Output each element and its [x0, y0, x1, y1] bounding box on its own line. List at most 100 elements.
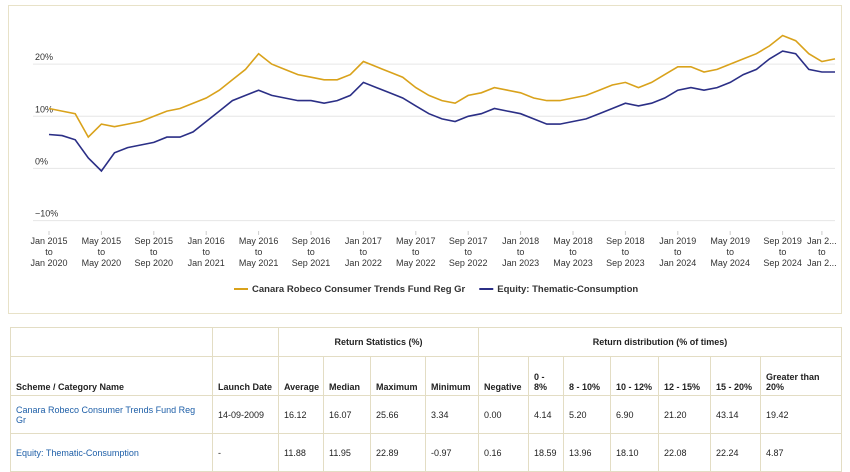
x-tick-label: to	[517, 247, 525, 257]
x-tick-label: to	[255, 247, 263, 257]
table-cell: -	[212, 433, 279, 472]
x-tick-label: May 2021	[239, 258, 279, 268]
table-cell: 43.14	[710, 395, 762, 434]
column-header: Median	[323, 356, 371, 396]
table-cell: 16.12	[278, 395, 324, 434]
table-cell: Equity: Thematic-Consumption	[10, 433, 213, 472]
table-cell: 21.20	[658, 395, 712, 434]
y-tick-label: 10%	[35, 104, 53, 114]
x-tick-label: Sep 2023	[606, 258, 645, 268]
table-cell: 11.95	[323, 433, 371, 472]
series-line	[48, 34, 836, 139]
x-tick-label: to	[307, 247, 315, 257]
x-tick-label: Sep 2018	[606, 236, 645, 246]
x-tick-label: to	[45, 247, 53, 257]
column-header: 15 - 20%	[710, 356, 762, 396]
table-cell: 22.24	[710, 433, 762, 472]
x-tick-label: May 2019	[710, 236, 750, 246]
x-tick-label: Sep 2017	[449, 236, 488, 246]
table-cell: 4.14	[528, 395, 565, 434]
column-header: 10 - 12%	[610, 356, 660, 396]
x-tick-label: Sep 2019	[763, 236, 802, 246]
table-cell: 25.66	[370, 395, 426, 434]
x-tick-label: to	[98, 247, 106, 257]
table-row: Equity: Thematic-Consumption -11.88 11.95 2…	[10, 433, 842, 472]
table-cell: 0.16	[478, 433, 530, 472]
x-tick-label: Sep 2024	[763, 258, 802, 268]
x-tick-label: May 2017	[396, 236, 436, 246]
x-tick-label: Jan 2023	[502, 258, 539, 268]
table-cell: 11.88	[278, 433, 324, 472]
y-tick-label: 20%	[35, 52, 53, 62]
table-cell: 13.96	[563, 433, 612, 472]
x-tick-label: May 2024	[710, 258, 750, 268]
column-header: Minimum	[424, 356, 480, 396]
x-tick-label: Jan 2022	[345, 258, 382, 268]
x-tick-label: to	[360, 247, 368, 257]
x-tick-label: to	[464, 247, 472, 257]
table-cell: 3.34	[424, 395, 480, 434]
table-cell: -0.97	[424, 433, 480, 472]
series-line	[48, 50, 835, 173]
table-cell: Canara Robeco Consumer Trends Fund Reg G…	[10, 395, 213, 434]
x-tick-label: Jan 2016	[188, 236, 225, 246]
x-tick-label: to	[622, 247, 630, 257]
table-cell: 18.10	[610, 433, 660, 472]
x-tick-label: May 2022	[396, 258, 436, 268]
x-tick-label: May 2020	[82, 258, 122, 268]
x-tick-label: May 2023	[553, 258, 593, 268]
column-header: Greater than 20%	[760, 356, 842, 396]
table-cell: 22.89	[370, 433, 426, 472]
x-tick-label: May 2015	[82, 236, 122, 246]
x-tick-label: Sep 2022	[449, 258, 488, 268]
column-header: Launch Date	[212, 356, 279, 396]
x-tick-label: Jan 2019	[659, 236, 696, 246]
x-tick-label: May 2018	[553, 236, 593, 246]
table-cell: 18.59	[528, 433, 565, 472]
group-header-row: Return Statistics (%) Return distributio…	[10, 327, 842, 357]
x-tick-label: to	[202, 247, 210, 257]
group-header: Return distribution (% of times)	[478, 327, 842, 357]
y-tick-label: −10%	[35, 209, 58, 219]
x-tick-label: Jan 2015	[30, 236, 67, 246]
x-tick-label: to	[726, 247, 734, 257]
x-tick-label: Sep 2020	[135, 258, 174, 268]
x-tick-label: to	[412, 247, 420, 257]
y-tick-label: 0%	[35, 156, 48, 166]
table-cell: 19.42	[760, 395, 842, 434]
column-header: 12 - 15%	[658, 356, 712, 396]
x-tick-label: to	[818, 247, 826, 257]
x-tick-label: Jan 2...	[807, 258, 837, 268]
x-tick-label: May 2016	[239, 236, 279, 246]
chart-panel: −10% 0% 10% 20% Jan 2015 to Jan 2020 May 2015 to…	[8, 5, 842, 314]
column-header: 0 - 8%	[528, 356, 565, 396]
column-header: Scheme / Category Name	[10, 356, 213, 396]
column-header: Average	[278, 356, 324, 396]
x-tick-label: Sep 2016	[292, 236, 331, 246]
table-cell: 0.00	[478, 395, 530, 434]
blank	[212, 327, 279, 357]
table-cell: 14-09-2009	[212, 395, 279, 434]
x-tick-label: to	[779, 247, 787, 257]
x-tick-label: Jan 2021	[188, 258, 225, 268]
x-tick-label: Jan 2020	[30, 258, 67, 268]
x-tick-label: Jan 2018	[502, 236, 539, 246]
table-cell: 5.20	[563, 395, 612, 434]
table-cell: 4.87	[760, 433, 842, 472]
column-header: 8 - 10%	[563, 356, 612, 396]
group-header: Return Statistics (%)	[277, 327, 480, 357]
x-tick-label: Jan 2...	[807, 236, 837, 246]
legend-label: Canara Robeco Consumer Trends Fund Reg G…	[252, 284, 466, 295]
x-tick-label: Sep 2015	[135, 236, 174, 246]
column-header: Negative	[478, 356, 530, 396]
table-row: Canara Robeco Consumer Trends Fund Reg G…	[10, 395, 842, 434]
x-tick-label: Jan 2024	[659, 258, 696, 268]
legend-label: Equity: Thematic-Consumption	[497, 284, 638, 295]
column-header: Maximum	[370, 356, 426, 396]
table-cell: 6.90	[610, 395, 660, 434]
stats-table: Return Statistics (%) Return distributio…	[10, 327, 842, 472]
table-cell: 22.08	[658, 433, 712, 472]
x-tick-label: to	[569, 247, 577, 257]
table-cell: 16.07	[323, 395, 371, 434]
